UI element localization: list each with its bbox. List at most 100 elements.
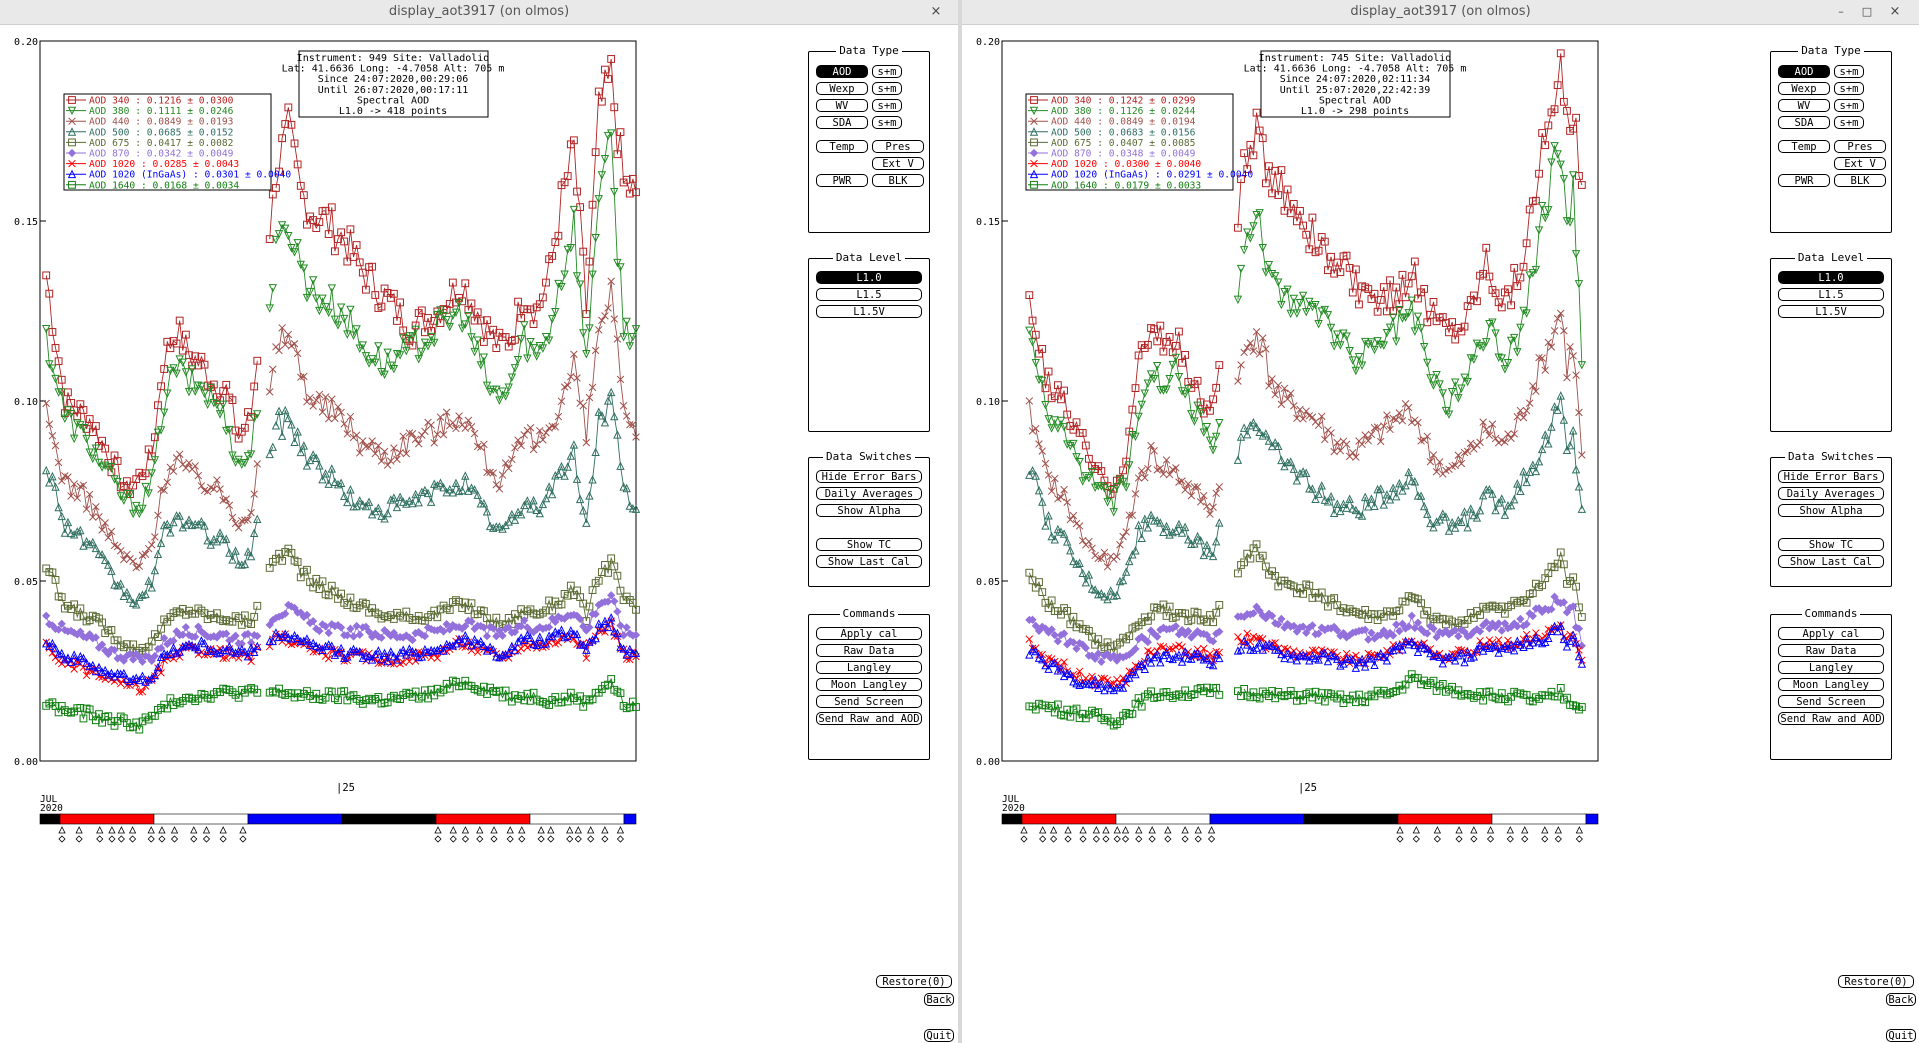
sda-button[interactable]: SDA	[816, 116, 868, 129]
sda-sm-button[interactable]: s+m	[872, 116, 902, 129]
data-point	[190, 387, 200, 396]
marker-diamond	[1039, 835, 1047, 843]
restore-button[interactable]: Restore(0)	[1838, 975, 1914, 988]
data-point	[1100, 685, 1109, 695]
temp-button[interactable]: Temp	[1778, 140, 1830, 153]
pwr-button[interactable]: PWR	[816, 174, 868, 187]
back-button[interactable]: Back	[924, 993, 954, 1006]
data-point	[1522, 406, 1531, 415]
show-tc-button[interactable]: Show TC	[1778, 538, 1884, 551]
data-point	[1274, 620, 1283, 629]
send-screen-button[interactable]: Send Screen	[1778, 695, 1884, 708]
wexp-sm-button[interactable]: s+m	[872, 82, 902, 95]
blk-button[interactable]: BLK	[1834, 174, 1886, 187]
marker-triangle	[537, 826, 545, 834]
send-raw-and-aod-button[interactable]: Send Raw and AOD	[1778, 712, 1884, 725]
pwr-button[interactable]: PWR	[1778, 174, 1830, 187]
data-point	[1314, 489, 1323, 498]
data-point	[1460, 322, 1469, 331]
data-point	[1109, 651, 1118, 660]
moon-langley-button[interactable]: Moon Langley	[816, 678, 922, 691]
aod-sm-button[interactable]: s+m	[872, 65, 902, 78]
maximize-window-button[interactable]: □	[1861, 5, 1873, 18]
back-button[interactable]: Back	[1886, 993, 1916, 1006]
show-last-cal-button[interactable]: Show Last Cal	[816, 555, 922, 568]
data-point	[1379, 500, 1389, 509]
show-alpha-button[interactable]: Show Alpha	[1778, 504, 1884, 517]
show-tc-button[interactable]: Show TC	[816, 538, 922, 551]
data-point	[417, 487, 427, 496]
apply-cal-button[interactable]: Apply cal	[816, 627, 922, 640]
quit-button[interactable]: Quit	[1886, 1029, 1916, 1042]
wexp-sm-button[interactable]: s+m	[1834, 82, 1864, 95]
commands-panel: Commands Apply cal Raw Data Langley Moon…	[1770, 607, 1892, 760]
close-window-button[interactable]: ×	[930, 4, 942, 19]
data-point	[1544, 338, 1553, 347]
apply-cal-button[interactable]: Apply cal	[1778, 627, 1884, 640]
langley-button[interactable]: Langley	[816, 661, 922, 674]
quit-button[interactable]: Quit	[924, 1029, 954, 1042]
daily-averages-button[interactable]: Daily Averages	[816, 487, 922, 500]
data-point	[128, 509, 138, 519]
data-point	[1370, 424, 1379, 432]
send-raw-and-aod-button[interactable]: Send Raw and AOD	[816, 712, 922, 725]
sda-sm-button[interactable]: s+m	[1834, 116, 1864, 129]
wexp-button[interactable]: Wexp	[1778, 82, 1830, 95]
restore-button[interactable]: Restore(0)	[876, 975, 952, 988]
temp-button[interactable]: Temp	[816, 140, 868, 153]
data-point	[1538, 129, 1547, 137]
data-point	[436, 306, 445, 315]
hide-error-bars-button[interactable]: Hide Error Bars	[1778, 470, 1884, 483]
show-last-cal-button[interactable]: Show Last Cal	[1778, 555, 1884, 568]
pres-button[interactable]: Pres	[1834, 140, 1886, 153]
wv-button[interactable]: WV	[816, 99, 868, 112]
aod-button[interactable]: AOD	[816, 65, 868, 78]
minimize-window-button[interactable]: –	[1838, 5, 1844, 18]
wv-sm-button[interactable]: s+m	[1834, 99, 1864, 112]
level-l15-button[interactable]: L1.5	[1778, 288, 1884, 301]
ext-v-button[interactable]: Ext V	[872, 157, 924, 170]
aod-button[interactable]: AOD	[1778, 65, 1830, 78]
window-titlebar[interactable]: display_aot3917 (on olmos) ×	[0, 0, 958, 25]
moon-langley-button[interactable]: Moon Langley	[1778, 678, 1884, 691]
sda-button[interactable]: SDA	[1778, 116, 1830, 129]
level-l15-button[interactable]: L1.5	[816, 288, 922, 301]
data-point	[156, 643, 166, 653]
data-switches-title: Data Switches	[822, 450, 916, 463]
langley-button[interactable]: Langley	[1778, 661, 1884, 674]
window-titlebar[interactable]: display_aot3917 (on olmos) – □ ×	[962, 0, 1919, 25]
ext-v-button[interactable]: Ext V	[1834, 157, 1886, 170]
data-point	[1574, 280, 1584, 289]
pres-button[interactable]: Pres	[872, 140, 924, 153]
data-point	[1025, 635, 1034, 643]
raw-data-button[interactable]: Raw Data	[816, 644, 922, 657]
data-point	[601, 65, 609, 74]
aod-sm-button[interactable]: s+m	[1834, 65, 1864, 78]
send-screen-button[interactable]: Send Screen	[816, 695, 922, 708]
data-point	[54, 625, 63, 634]
close-window-button[interactable]: ×	[1889, 4, 1901, 19]
data-point	[498, 650, 507, 660]
data-point	[343, 330, 352, 339]
wv-sm-button[interactable]: s+m	[872, 99, 902, 112]
data-point	[395, 648, 405, 657]
wexp-button[interactable]: Wexp	[816, 82, 868, 95]
level-l15v-button[interactable]: L1.5V	[816, 305, 922, 318]
data-point	[225, 425, 234, 435]
data-point	[147, 583, 156, 592]
data-point	[1180, 647, 1190, 656]
raw-data-button[interactable]: Raw Data	[1778, 644, 1884, 657]
level-l10-button[interactable]: L1.0	[1778, 271, 1884, 284]
data-point	[1426, 457, 1435, 466]
data-point	[82, 658, 91, 667]
level-l15v-button[interactable]: L1.5V	[1778, 305, 1884, 318]
wv-button[interactable]: WV	[1778, 99, 1830, 112]
data-point	[1336, 341, 1345, 350]
hide-error-bars-button[interactable]: Hide Error Bars	[816, 470, 922, 483]
blk-button[interactable]: BLK	[872, 174, 924, 187]
show-alpha-button[interactable]: Show Alpha	[816, 504, 922, 517]
data-point	[380, 370, 389, 380]
level-l10-button[interactable]: L1.0	[816, 271, 922, 284]
daily-averages-button[interactable]: Daily Averages	[1778, 487, 1884, 500]
data-point	[1392, 620, 1401, 629]
